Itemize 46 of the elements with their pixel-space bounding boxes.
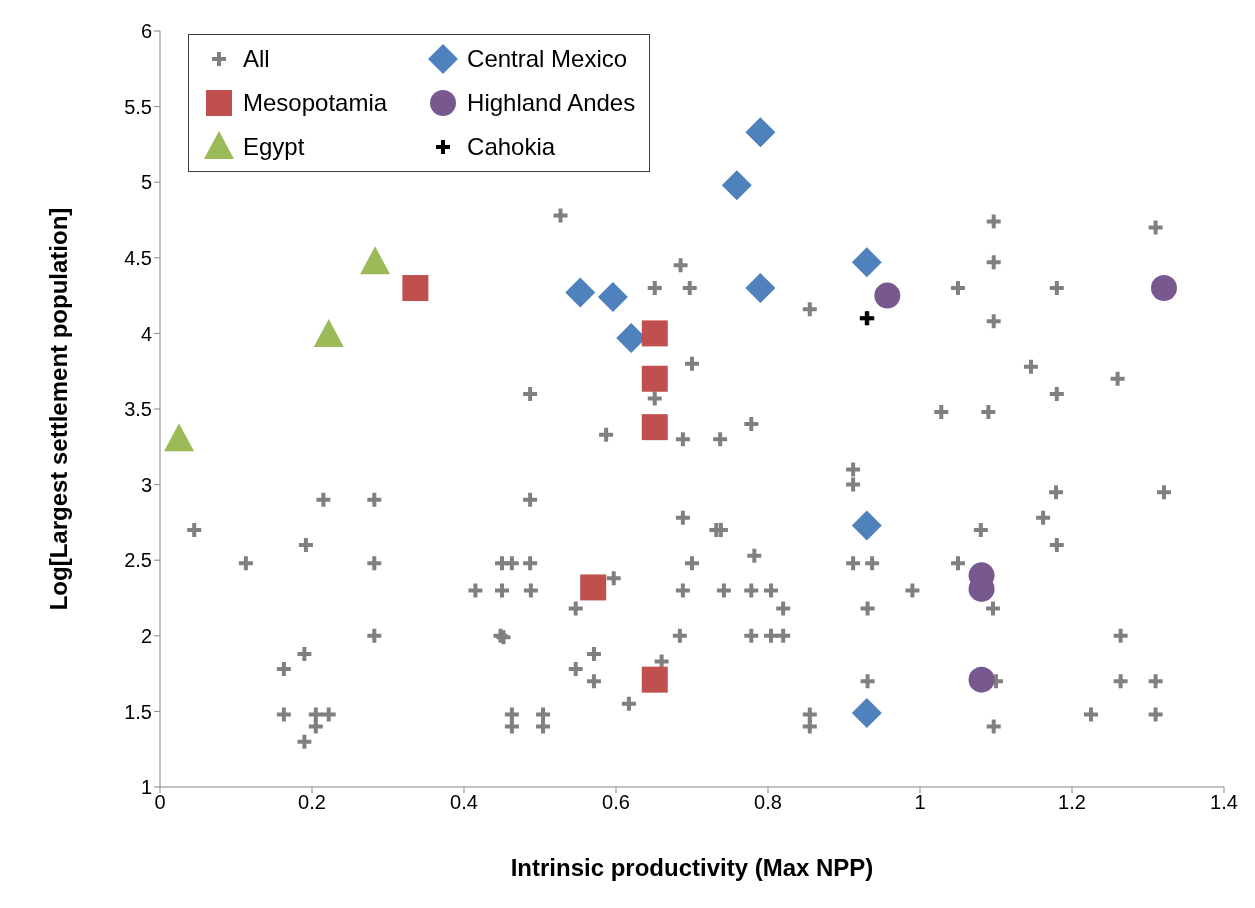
legend-label: Egypt <box>243 133 305 161</box>
x-tick-label: 0.6 <box>602 791 630 814</box>
y-tick-label: 1 <box>140 776 152 799</box>
point <box>745 117 776 148</box>
point <box>164 423 194 452</box>
y-tick-label: 3.5 <box>124 398 152 421</box>
x-tick-label: 0.2 <box>298 791 326 814</box>
point <box>580 574 607 601</box>
point <box>641 365 668 392</box>
point <box>745 273 776 304</box>
y-tick-label: 4.5 <box>124 246 152 269</box>
point <box>641 414 668 441</box>
point <box>874 282 901 309</box>
x-tick-label: 1 <box>914 791 926 814</box>
y-tick-label: 2 <box>140 624 152 647</box>
point <box>851 510 882 541</box>
y-axis-title: Log[Largest settlement population] <box>44 207 72 611</box>
y-tick-label: 4 <box>140 322 152 345</box>
point <box>641 320 668 347</box>
x-axis-title: Intrinsic productivity (Max NPP) <box>510 854 874 881</box>
point <box>641 666 668 693</box>
point <box>968 666 995 693</box>
point <box>851 697 882 728</box>
legend-label: Highland Andes <box>467 89 636 117</box>
x-tick-label: 1.2 <box>1058 791 1086 814</box>
y-tick-label: 3 <box>140 473 152 496</box>
y-tick-label: 2.5 <box>124 549 152 572</box>
point <box>597 282 628 313</box>
point <box>851 247 882 278</box>
legend-label: Cahokia <box>467 133 556 161</box>
point <box>1150 275 1177 302</box>
legend-label: All <box>243 45 270 73</box>
point <box>360 246 391 275</box>
x-tick-label: 1.4 <box>1210 791 1238 814</box>
legend-label: Mesopotamia <box>243 89 388 117</box>
x-tick-label: 0.4 <box>450 791 478 814</box>
x-tick-label: 0 <box>154 791 166 814</box>
y-tick-label: 5 <box>140 171 152 194</box>
point <box>565 277 596 308</box>
y-tick-label: 1.5 <box>124 700 152 723</box>
y-tick-label: 5.5 <box>124 95 152 118</box>
point <box>402 275 429 302</box>
legend-label: Central Mexico <box>467 45 628 73</box>
x-tick-label: 0.8 <box>754 791 782 814</box>
point <box>721 170 752 201</box>
y-tick-label: 6 <box>140 20 152 43</box>
